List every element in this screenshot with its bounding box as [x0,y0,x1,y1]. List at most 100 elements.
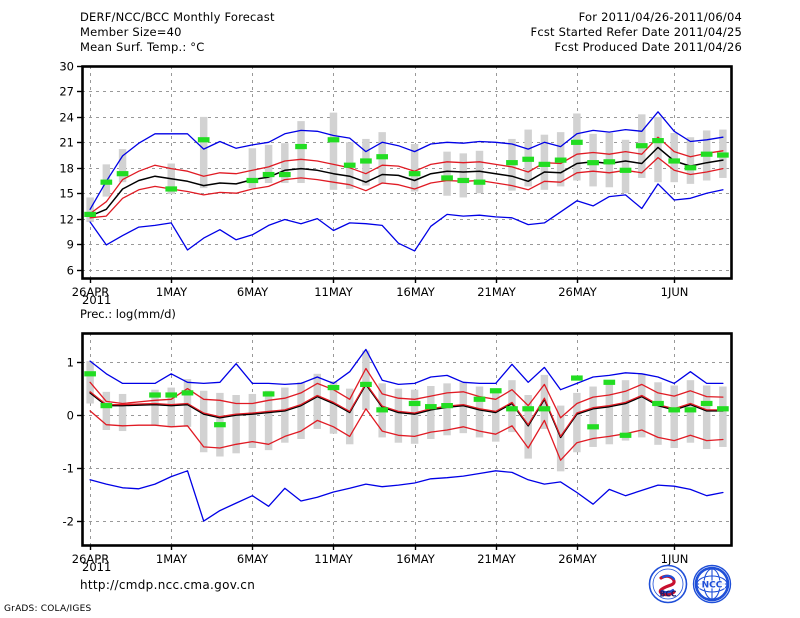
observation-mark [327,137,340,143]
observation-mark [603,379,616,385]
spread-bar [492,389,500,442]
x-tick-label: 21MAY [477,285,517,299]
observation-mark [635,143,648,149]
spread-bar [394,388,403,443]
observation-mark [717,406,729,412]
spread-bar [329,112,338,190]
observation-mark [700,400,713,407]
x-tick-label: 6MAY [237,552,269,566]
observation-mark [165,186,178,192]
spread-bar [540,374,549,429]
observation-mark [376,154,389,160]
spread-bar [670,385,678,449]
y-tick-label: 18 [59,162,74,176]
spread-bar [345,388,354,445]
panel-mean-surface-temperature: 6 9 12 15 18 21 24 27 30 26APR 1MAY 6MAY 11MAY 16MAY 2… [59,60,733,299]
observation-mark [100,403,113,409]
y-tick-label: 6 [67,264,74,278]
observation-mark [360,381,372,388]
observation-mark [360,158,372,164]
y-tick-label: 9 [67,238,74,252]
observation-mark [262,171,275,178]
spread-bar [297,382,305,439]
series-25th-percentile [89,156,724,219]
spread-bar [556,405,565,472]
spread-bar [670,132,678,183]
bcc-logo: BCC [648,564,688,604]
observation-mark [587,424,599,430]
website-url[interactable]: http://cmdp.ncc.cma.gov.cn [80,578,256,592]
observation-mark [246,177,259,184]
x-tick-label: 1JUN [661,552,689,566]
forecast-range-label: For 2011/04/26-2011/06/04 [578,10,742,24]
y-tick-label: 30 [59,60,74,74]
observation-mark [457,177,470,184]
observation-mark [489,388,502,394]
observation-mark [441,403,453,409]
observation-mark [506,160,518,166]
spread-bar [281,387,289,443]
spread-bar [102,391,111,430]
spread-bar [654,116,662,183]
observation-mark [652,400,664,407]
x-tick-label: 26MAY [558,552,598,566]
y-tick-label: 15 [59,187,74,201]
y-tick-label: -2 [63,515,74,529]
observation-mark [571,139,583,145]
spread-bar [702,385,711,450]
x-tick-label: 26APR [72,285,109,299]
x-tick-label: 21MAY [477,552,517,566]
observation-mark [278,171,291,178]
y-tick-label: 21 [59,136,74,150]
spread-bar [638,373,646,438]
forecast-produced-date-label: Fcst Produced Date 2011/04/26 [554,40,742,54]
svg-text:BCC: BCC [660,590,677,599]
x-tick-label: 16MAY [396,285,436,299]
panel-precipitation-log: -2 -1 0 1 26APR 1MAY 6MAY 11MAY 16MAY 21MAY 26MAY 1… [63,332,733,566]
spread-bar [199,116,208,189]
observation-mark [700,151,713,157]
y-tick-label: 27 [59,85,74,99]
spread-bar [475,150,484,194]
observation-mark [619,167,632,173]
y-tick-label: 12 [59,213,74,227]
bottom-panel-variable-label: Prec.: log(mm/d) [80,307,176,321]
spread-bar [573,113,581,181]
observation-mark [684,165,697,171]
observation-mark [408,171,421,177]
spread-bar [508,380,516,433]
spread-bar [573,392,581,453]
observation-mark [327,384,340,391]
observation-mark [587,160,599,166]
observation-mark [214,422,226,428]
observation-mark [262,391,275,397]
spread-bar [459,153,468,198]
bottom-axis-year-label: 2011 [82,560,112,574]
spread-bar [118,149,127,183]
spread-bar [443,151,451,196]
series-smoothed-mean [89,382,724,438]
spread-bar [605,384,614,445]
observation-mark [668,158,681,164]
observation-mark [84,211,96,217]
series-ensemble-max [89,348,724,391]
series-75th-percentile [89,136,724,215]
spread-bar [719,386,727,447]
x-tick-label: 26MAY [558,285,598,299]
observation-mark [424,404,437,410]
spread-bar [264,390,273,451]
top-axis-year-label: 2011 [82,293,112,307]
x-tick-label: 1MAY [156,285,188,299]
observation-mark [295,143,307,150]
y-tick-label: 0 [67,409,74,423]
x-tick-label: 11MAY [314,552,354,566]
x-tick-label: 26APR [72,552,109,566]
top-panel-variable-label: Mean Surf. Temp.: °C [80,40,205,54]
spread-bar [151,389,159,426]
x-tick-label: 16MAY [396,552,436,566]
y-tick-label: 24 [59,111,74,125]
observation-mark [165,392,178,398]
spread-bar [443,383,451,436]
observation-mark [181,390,194,396]
